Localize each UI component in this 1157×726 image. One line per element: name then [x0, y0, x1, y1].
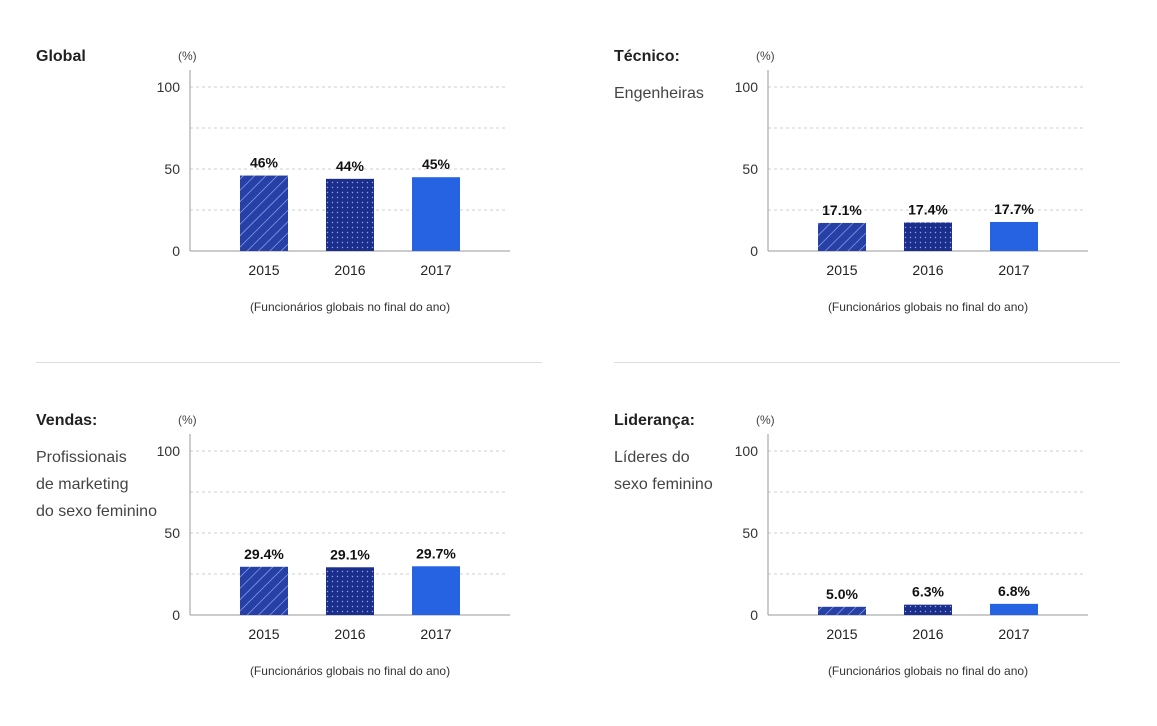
chart-subtitle: Engenheiras [614, 85, 704, 102]
y-tick-label: 50 [742, 161, 758, 177]
y-tick-label: 50 [164, 525, 180, 541]
y-tick-label: 50 [742, 525, 758, 541]
x-tick-label: 2015 [826, 626, 857, 642]
section-divider [614, 362, 1120, 363]
bar-2016 [326, 178, 374, 251]
bar-value-label: 17.7% [994, 201, 1034, 217]
bar-2017 [412, 566, 460, 615]
x-tick-label: 2016 [912, 626, 943, 642]
bar-2017 [990, 221, 1038, 251]
bar-value-label: 6.8% [998, 583, 1030, 599]
bar-value-label: 46% [250, 155, 279, 171]
bar-chart-lideranca: (%) 0 50 100 5.0% 2015 6.3% 2016 6.8% 2017 (Funcio… [735, 413, 1088, 678]
y-tick-label: 100 [735, 443, 759, 459]
x-tick-label: 2016 [912, 262, 943, 278]
bar-2015 [818, 222, 866, 251]
bar-2016 [904, 604, 952, 615]
chart-footnote: (Funcionários globais no final do ano) [828, 664, 1028, 678]
section-divider [36, 362, 542, 363]
bar-chart-global: (%) 0 50 100 46% 2015 44% 2016 45% 2017 (Funcionár… [157, 49, 510, 314]
chart-panel-lideranca: Liderança: Líderes do sexo feminino (%) 0… [578, 364, 1118, 694]
chart-subtitle: Profissionais de marketing do sexo femin… [36, 449, 157, 520]
x-tick-label: 2015 [248, 626, 279, 642]
bar-value-label: 44% [336, 158, 365, 174]
y-tick-label: 0 [172, 607, 180, 623]
chart-panel-vendas: Vendas: Profissionais de marketing do se… [0, 364, 540, 694]
x-tick-label: 2017 [998, 626, 1029, 642]
bar-value-label: 5.0% [826, 586, 858, 602]
y-tick-label: 0 [750, 243, 758, 259]
y-tick-label: 100 [735, 79, 759, 95]
bar-2016 [904, 222, 952, 251]
x-tick-label: 2016 [334, 626, 365, 642]
x-tick-label: 2017 [420, 626, 451, 642]
bar-value-label: 6.3% [912, 584, 944, 600]
y-tick-label: 100 [157, 443, 181, 459]
chart-title: Liderança: [614, 412, 695, 429]
y-unit-label: (%) [178, 49, 197, 63]
chart-footnote: (Funcionários globais no final do ano) [250, 664, 450, 678]
bar-2015 [240, 566, 288, 615]
y-tick-label: 0 [172, 243, 180, 259]
chart-panel-global: Global (%) 0 50 100 46% 2015 44% 2016 45% 2017 (Fu… [0, 0, 540, 330]
x-tick-label: 2017 [420, 262, 451, 278]
x-tick-label: 2017 [998, 262, 1029, 278]
bar-value-label: 29.7% [416, 545, 456, 561]
x-tick-label: 2015 [826, 262, 857, 278]
chart-panel-tecnico: Técnico: Engenheiras (%) 0 50 100 17.1% 2015 1… [578, 0, 1118, 330]
bar-chart-tecnico: (%) 0 50 100 17.1% 2015 17.4% 2016 17.7% 2017 (Fun… [735, 49, 1088, 314]
y-unit-label: (%) [178, 413, 197, 427]
bar-value-label: 45% [422, 156, 451, 172]
bar-value-label: 17.1% [822, 202, 862, 218]
y-unit-label: (%) [756, 413, 775, 427]
y-tick-label: 50 [164, 161, 180, 177]
bar-value-label: 29.4% [244, 546, 284, 562]
chart-footnote: (Funcionários globais no final do ano) [250, 300, 450, 314]
chart-footnote: (Funcionários globais no final do ano) [828, 300, 1028, 314]
chart-title: Global [36, 48, 86, 65]
x-tick-label: 2015 [248, 262, 279, 278]
chart-title: Vendas: [36, 412, 98, 429]
bar-2016 [326, 567, 374, 615]
y-tick-label: 0 [750, 607, 758, 623]
y-unit-label: (%) [756, 49, 775, 63]
bar-chart-vendas: (%) 0 50 100 29.4% 2015 29.1% 2016 29.7% 2017 (Fun… [157, 413, 510, 678]
bar-2015 [818, 606, 866, 615]
chart-title: Técnico: [614, 48, 680, 65]
bar-2017 [412, 177, 460, 251]
bar-value-label: 17.4% [908, 201, 948, 217]
x-tick-label: 2016 [334, 262, 365, 278]
y-tick-label: 100 [157, 79, 181, 95]
bar-2017 [990, 603, 1038, 615]
bar-2015 [240, 175, 288, 251]
chart-subtitle: Líderes do sexo feminino [614, 449, 713, 493]
bar-value-label: 29.1% [330, 546, 370, 562]
